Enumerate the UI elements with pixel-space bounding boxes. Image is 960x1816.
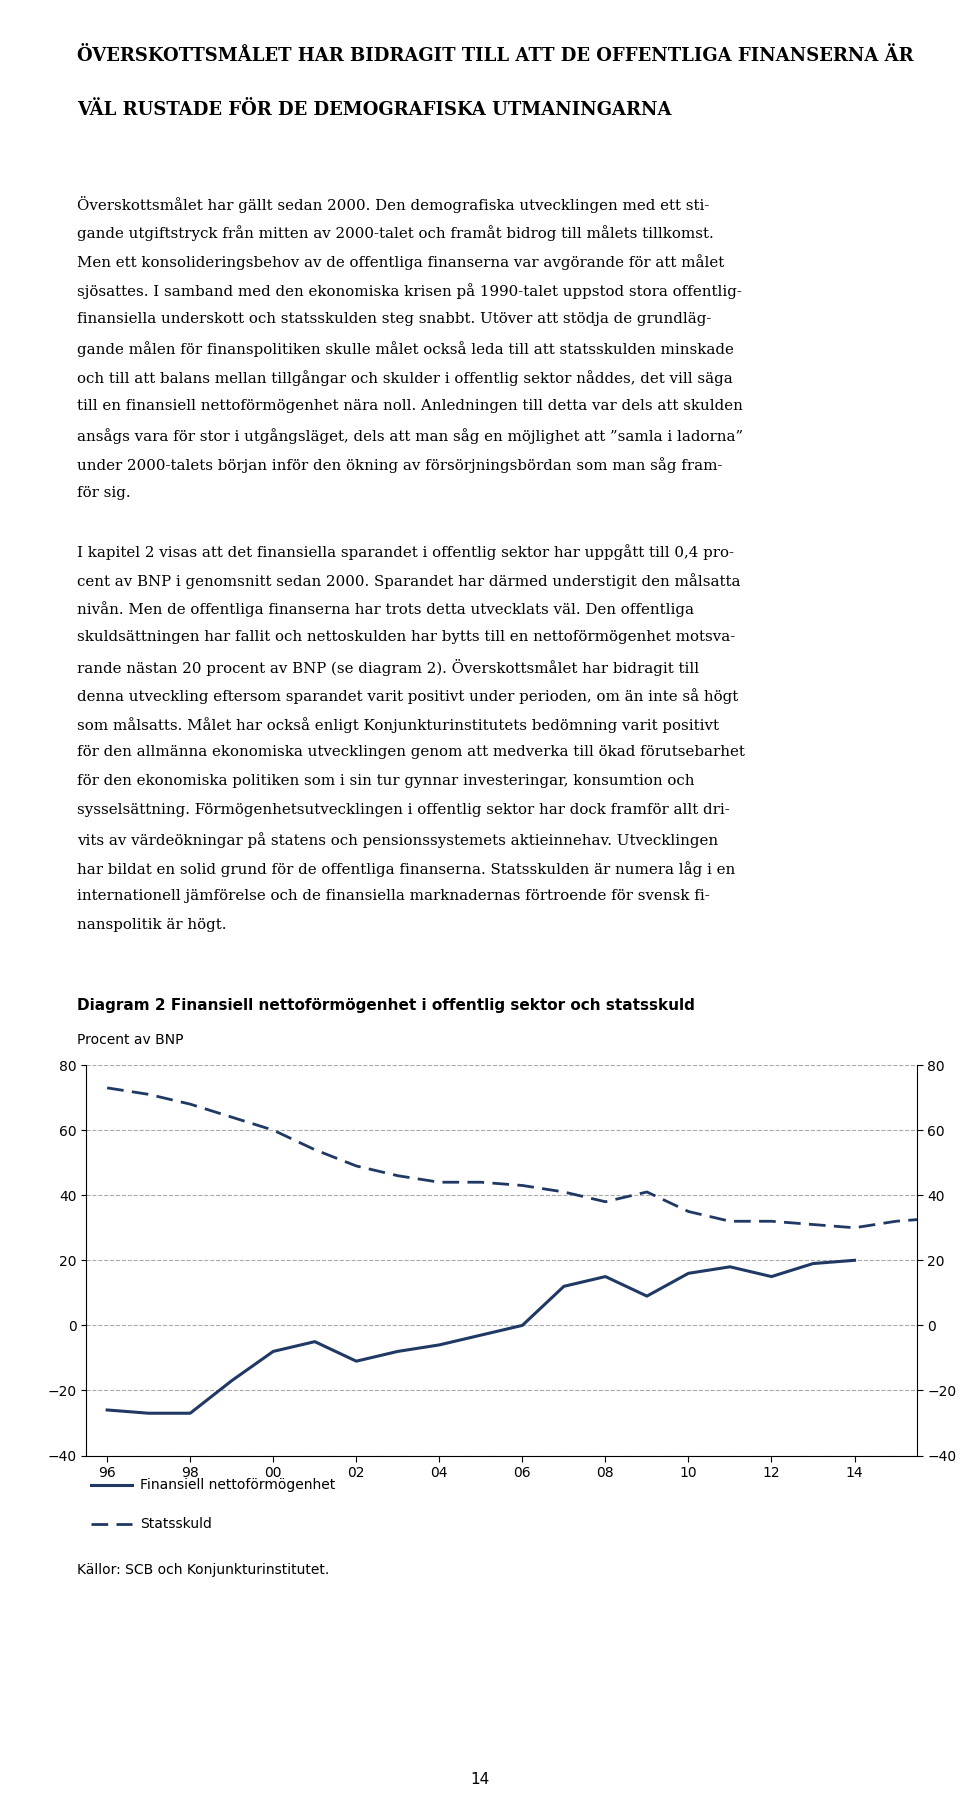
Text: ansågs vara för stor i utgångsläget, dels att man såg en möjlighet att ”samla i : ansågs vara för stor i utgångsläget, del…	[77, 429, 743, 443]
Text: till en finansiell nettoförmögenhet nära noll. Anledningen till detta var dels a: till en finansiell nettoförmögenhet nära…	[77, 400, 743, 412]
Text: för sig.: för sig.	[77, 487, 131, 499]
Text: och till att balans mellan tillgångar och skulder i offentlig sektor nåddes, det: och till att balans mellan tillgångar oc…	[77, 370, 732, 385]
Text: 14: 14	[470, 1772, 490, 1787]
Text: VÄL RUSTADE FÖR DE DEMOGRAFISKA UTMANINGARNA: VÄL RUSTADE FÖR DE DEMOGRAFISKA UTMANING…	[77, 102, 671, 120]
Text: ÖVERSKOTTSMÅLET HAR BIDRAGIT TILL ATT DE OFFENTLIGA FINANSERNA ÄR: ÖVERSKOTTSMÅLET HAR BIDRAGIT TILL ATT DE…	[77, 47, 913, 65]
Text: sysselsättning. Förmögenhetsutvecklingen i offentlig sektor har dock framför all: sysselsättning. Förmögenhetsutvecklingen…	[77, 803, 730, 817]
Text: under 2000-talets början inför den ökning av försörjningsbördan som man såg fram: under 2000-talets början inför den öknin…	[77, 458, 722, 472]
Text: Källor: SCB och Konjunkturinstitutet.: Källor: SCB och Konjunkturinstitutet.	[77, 1564, 329, 1576]
Text: som målsatts. Målet har också enligt Konjunkturinstitutets bedömning varit posit: som målsatts. Målet har också enligt Kon…	[77, 717, 719, 732]
Text: vits av värdeökningar på statens och pensionssystemets aktieinnehav. Utvecklinge: vits av värdeökningar på statens och pen…	[77, 832, 718, 848]
Text: har bildat en solid grund för de offentliga finanserna. Statsskulden är numera l: har bildat en solid grund för de offentl…	[77, 861, 735, 877]
Text: I kapitel 2 visas att det finansiella sparandet i offentlig sektor har uppgått t: I kapitel 2 visas att det finansiella sp…	[77, 545, 733, 559]
Text: gande målen för finanspolitiken skulle målet också leda till att statsskulden mi: gande målen för finanspolitiken skulle m…	[77, 341, 733, 358]
Text: sjösattes. I samband med den ekonomiska krisen på 1990-talet uppstod stora offen: sjösattes. I samband med den ekonomiska …	[77, 283, 742, 300]
Text: Diagram 2 Finansiell nettoförmögenhet i offentlig sektor och statsskuld: Diagram 2 Finansiell nettoförmögenhet i …	[77, 997, 695, 1013]
Text: Procent av BNP: Procent av BNP	[77, 1033, 183, 1046]
Text: för den allmänna ekonomiska utvecklingen genom att medverka till ökad förutsebar: för den allmänna ekonomiska utvecklingen…	[77, 746, 745, 759]
Text: skuldsättningen har fallit och nettoskulden har bytts till en nettoförmögenhet m: skuldsättningen har fallit och nettoskul…	[77, 630, 735, 645]
Text: cent av BNP i genomsnitt sedan 2000. Sparandet har därmed understigit den målsat: cent av BNP i genomsnitt sedan 2000. Spa…	[77, 572, 740, 588]
Text: rande nästan 20 procent av BNP (se diagram 2). Överskottsmålet har bidragit till: rande nästan 20 procent av BNP (se diagr…	[77, 659, 699, 676]
Text: för den ekonomiska politiken som i sin tur gynnar investeringar, konsumtion och: för den ekonomiska politiken som i sin t…	[77, 774, 694, 788]
Text: nivån. Men de offentliga finanserna har trots detta utvecklats väl. Den offentli: nivån. Men de offentliga finanserna har …	[77, 601, 694, 617]
Text: finansiella underskott och statsskulden steg snabbt. Utöver att stödja de grundl: finansiella underskott och statsskulden …	[77, 312, 711, 327]
Text: Finansiell nettoförmögenhet: Finansiell nettoförmögenhet	[140, 1478, 336, 1493]
Text: Överskottsmålet har gällt sedan 2000. Den demografiska utvecklingen med ett sti-: Överskottsmålet har gällt sedan 2000. De…	[77, 196, 709, 212]
Text: internationell jämförelse och de finansiella marknadernas förtroende för svensk : internationell jämförelse och de finansi…	[77, 890, 709, 903]
Text: Men ett konsolideringsbehov av de offentliga finanserna var avgörande för att må: Men ett konsolideringsbehov av de offent…	[77, 254, 724, 271]
Text: Statsskuld: Statsskuld	[140, 1516, 212, 1531]
Text: denna utveckling eftersom sparandet varit positivt under perioden, om än inte så: denna utveckling eftersom sparandet vari…	[77, 688, 738, 705]
Text: gande utgiftstryck från mitten av 2000-talet och framåt bidrog till målets tillk: gande utgiftstryck från mitten av 2000-t…	[77, 225, 713, 242]
Text: nanspolitik är högt.: nanspolitik är högt.	[77, 919, 227, 932]
